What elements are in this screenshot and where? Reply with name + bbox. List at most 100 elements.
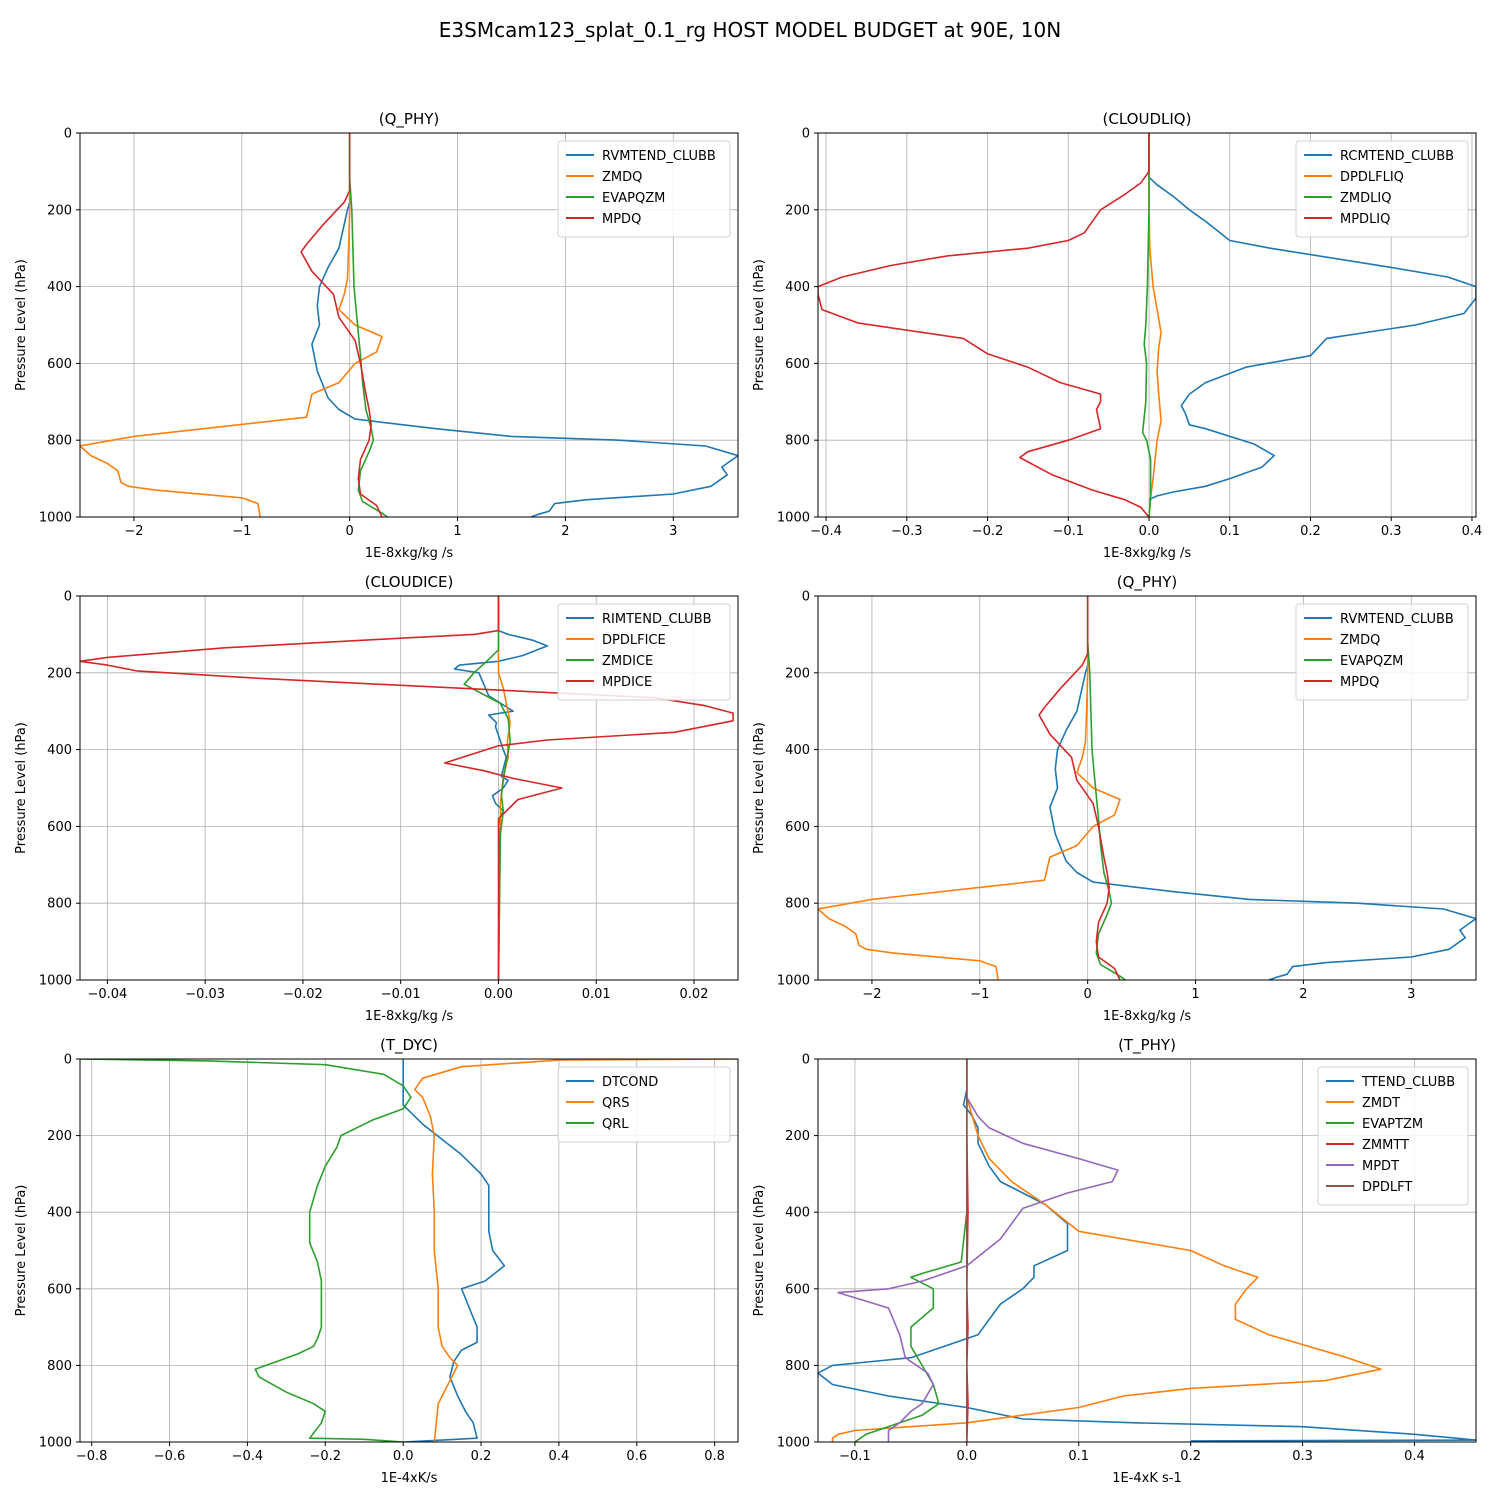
- y-tick-label: 600: [47, 357, 72, 372]
- y-tick-label: 0: [802, 127, 810, 142]
- x-tick-label: −2: [862, 987, 881, 1002]
- chart-title: (CLOUDLIQ): [1103, 110, 1192, 128]
- legend-label: MPDICE: [602, 675, 652, 690]
- x-tick-label: −1: [232, 524, 251, 539]
- legend-box: [1295, 603, 1469, 701]
- x-tick-label: 0.01: [582, 987, 611, 1002]
- x-tick-label: −2: [124, 524, 143, 539]
- legend-label: EVAPQZM: [1340, 654, 1403, 669]
- y-tick-label: 0: [802, 1053, 810, 1068]
- series-line-mpdq: [1038, 596, 1121, 980]
- legend-label: ZMDQ: [1340, 633, 1380, 648]
- y-tick-label: 800: [47, 897, 72, 912]
- series-line-mpdq: [300, 133, 383, 517]
- series-line-dtcond: [402, 1059, 506, 1442]
- x-tick-label: 3: [669, 524, 677, 539]
- x-tick-label: 2: [561, 524, 569, 539]
- chart-title: (CLOUDICE): [365, 573, 454, 591]
- chart-panel-5: −0.8 −0.6 −0.4 −0.2 0.0 0.2 0.4 0.6 0.8 0 200 400 60…: [14, 1036, 739, 1486]
- legend-label: MPDQ: [602, 212, 641, 227]
- chart-title: (Q_PHY): [379, 110, 440, 129]
- legend: RCMTEND_CLUBB DPDLFLIQ ZMDLIQ MPDLIQ: [1295, 140, 1469, 238]
- series-line-qrl: [80, 1059, 412, 1442]
- series-line-rimtend_clubb: [453, 596, 549, 980]
- x-axis-label: 1E-8xkg/kg /s: [365, 546, 454, 561]
- legend: RIMTEND_CLUBB DPDLFICE ZMDICE MPDICE: [557, 603, 731, 701]
- x-tick-label: 0.6: [626, 1449, 647, 1464]
- y-tick-label: 200: [785, 1129, 810, 1144]
- series-line-rvmtend_clubb: [311, 133, 738, 517]
- y-axis-label: Pressure Level (hPa): [752, 1185, 767, 1317]
- x-tick-label: −1: [970, 987, 989, 1002]
- x-tick-label: 1: [1191, 987, 1199, 1002]
- legend-label: QRL: [602, 1117, 629, 1132]
- y-tick-label: 600: [785, 820, 810, 835]
- x-axis-label: 1E-8xkg/kg /s: [1103, 1009, 1192, 1024]
- x-tick-label: 0.2: [1300, 524, 1321, 539]
- axes-frame: [817, 1058, 1477, 1443]
- y-tick-label: 0: [64, 590, 72, 605]
- x-tick-label: 3: [1407, 987, 1415, 1002]
- y-tick-label: 1000: [777, 1436, 810, 1451]
- y-tick-label: 200: [47, 203, 72, 218]
- x-tick-label: 0.0: [956, 1449, 977, 1464]
- chart-title: (Q_PHY): [1117, 573, 1178, 592]
- y-axis-label: Pressure Level (hPa): [14, 1185, 29, 1317]
- legend-label: ZMDT: [1362, 1096, 1400, 1111]
- chart-title: (T_DYC): [380, 1036, 438, 1055]
- x-tick-label: −0.2: [972, 524, 1004, 539]
- x-axis-label: 1E-8xkg/kg /s: [1103, 546, 1192, 561]
- y-tick-label: 0: [802, 590, 810, 605]
- y-tick-label: 400: [47, 743, 72, 758]
- chart-panel-1: −2 −1 0 1 2 3 0 200 400 600 800 1000 (Q_PHY) 1E-8xkg/…: [14, 110, 739, 561]
- x-tick-label: 0.8: [704, 1449, 725, 1464]
- x-tick-label: 0.4: [1462, 524, 1483, 539]
- x-tick-label: −0.03: [185, 987, 225, 1002]
- legend-label: QRS: [602, 1096, 630, 1111]
- y-tick-label: 0: [64, 1053, 72, 1068]
- x-tick-label: −0.02: [283, 987, 323, 1002]
- x-tick-label: −0.4: [810, 524, 842, 539]
- x-tick-label: −0.2: [310, 1449, 342, 1464]
- x-tick-label: 0.0: [393, 1449, 414, 1464]
- chart-panel-4: −2 −1 0 1 2 3 0 200 400 600 800 1000 (Q_PHY) 1E-8xkg/…: [752, 573, 1477, 1024]
- x-tick-label: 0.2: [1180, 1449, 1201, 1464]
- x-tick-label: 0.1: [1219, 524, 1240, 539]
- y-tick-label: 200: [47, 1129, 72, 1144]
- series-line-mpdice: [80, 596, 734, 980]
- x-tick-label: 0.00: [484, 987, 513, 1002]
- chart-panel-6: −0.1 0.0 0.1 0.2 0.3 0.4 0 200 400 600 800 1000 (T_P…: [752, 1036, 1477, 1486]
- legend-label: DPDLFT: [1362, 1180, 1412, 1195]
- y-tick-label: 1000: [39, 974, 72, 989]
- x-tick-label: 0.1: [1068, 1449, 1089, 1464]
- y-tick-label: 600: [785, 357, 810, 372]
- legend-box: [557, 603, 731, 701]
- axes-frame: [79, 595, 739, 981]
- chart-title: (T_PHY): [1118, 1036, 1176, 1055]
- series-line-qrs: [413, 1059, 738, 1442]
- y-axis-label: Pressure Level (hPa): [14, 722, 29, 854]
- legend-label: RVMTEND_CLUBB: [1340, 612, 1454, 627]
- y-tick-label: 200: [785, 203, 810, 218]
- y-tick-label: 200: [47, 666, 72, 681]
- series-line-zmdq: [80, 133, 383, 517]
- legend-label: RVMTEND_CLUBB: [602, 149, 716, 164]
- legend-label: ZMDLIQ: [1340, 191, 1391, 206]
- y-tick-label: 600: [47, 820, 72, 835]
- legend-box: [1317, 1066, 1469, 1206]
- legend-label: DTCOND: [602, 1075, 658, 1090]
- x-tick-label: −0.1: [1052, 524, 1084, 539]
- series-line-evapqzm: [1086, 596, 1126, 980]
- axes-frame: [79, 132, 739, 518]
- y-tick-label: 0: [64, 127, 72, 142]
- x-tick-label: 0.0: [1139, 524, 1160, 539]
- y-tick-label: 600: [47, 1282, 72, 1297]
- legend-box: [557, 140, 731, 238]
- x-tick-label: −0.1: [839, 1449, 871, 1464]
- y-tick-label: 1000: [777, 974, 810, 989]
- y-tick-label: 800: [785, 897, 810, 912]
- y-tick-label: 800: [785, 1359, 810, 1374]
- legend-label: DPDLFICE: [602, 633, 666, 648]
